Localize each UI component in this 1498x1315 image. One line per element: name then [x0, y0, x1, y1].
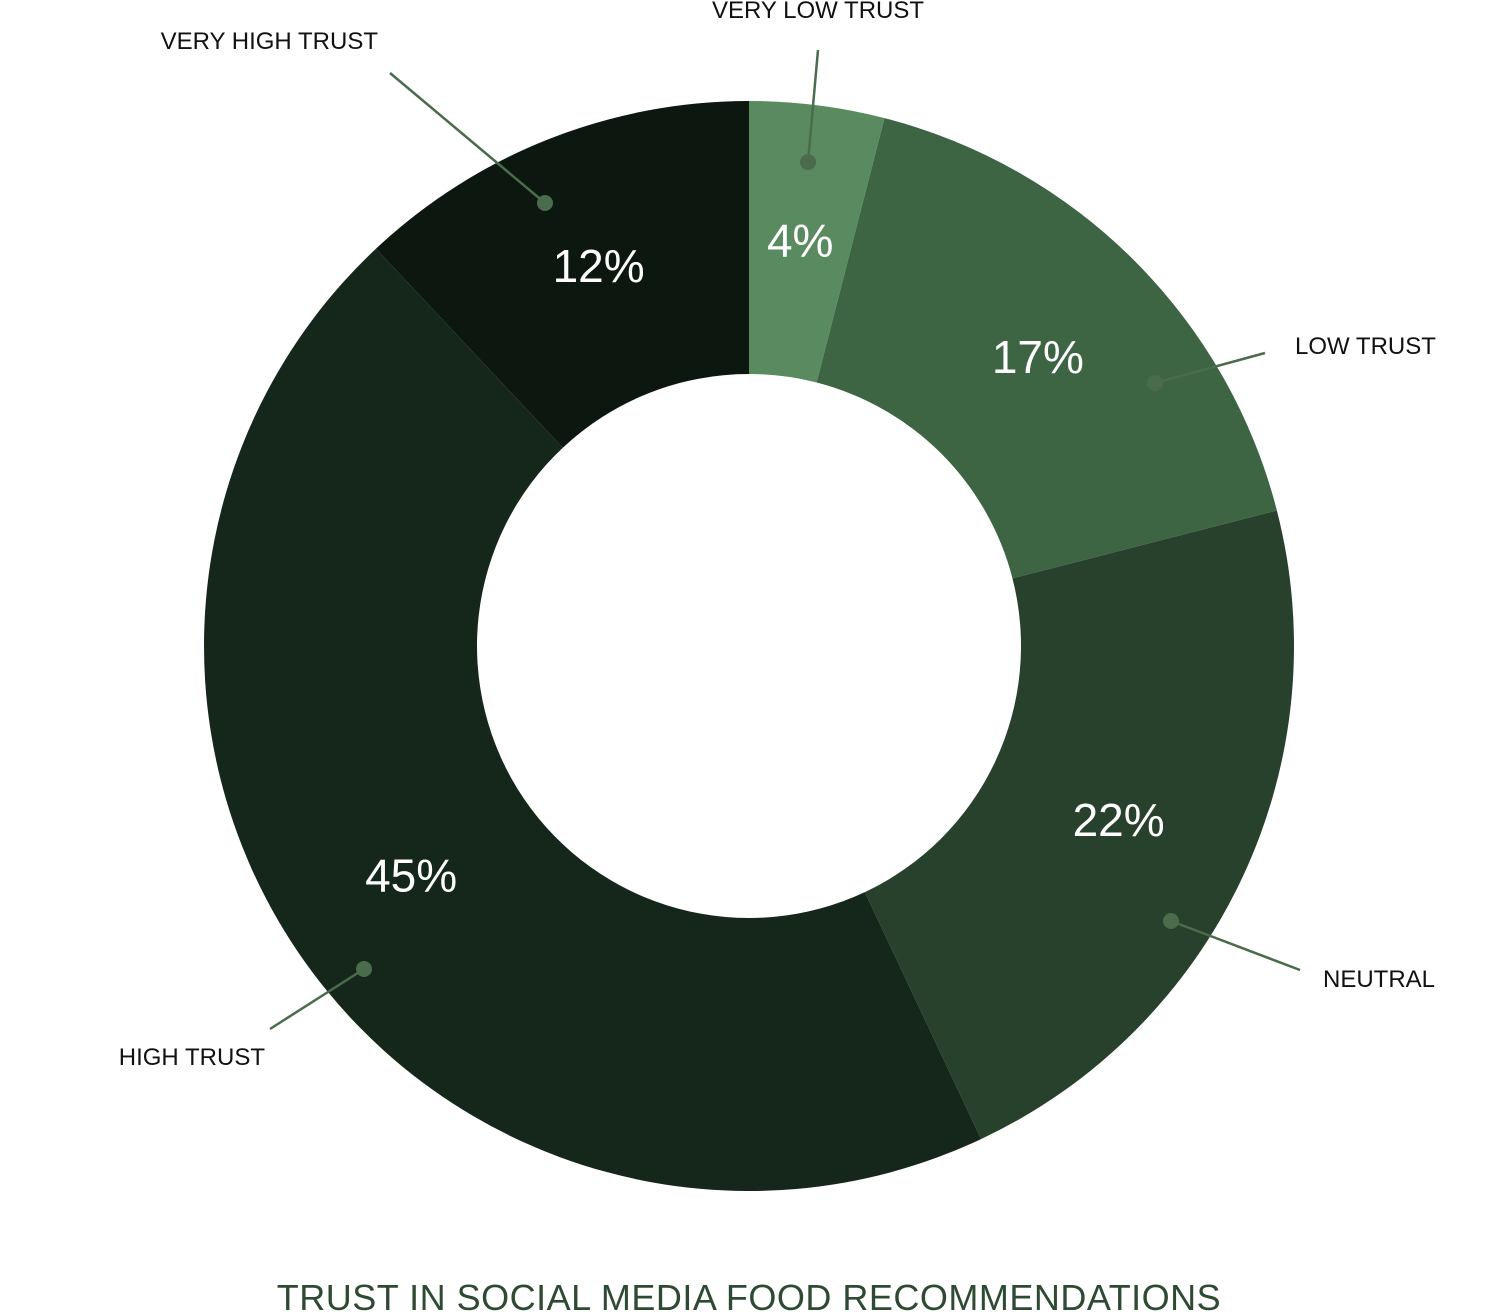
labels-group: 4% VERY LOW TRUST 17% LOW TRUST 22% NEUTRAL 45… — [119, 0, 1436, 1071]
leader-line-low-trust — [1154, 351, 1266, 385]
leader-dot-high-trust — [356, 961, 372, 977]
leader-line-very-low-trust — [806, 49, 820, 163]
category-label-very-high-trust: VERY HIGH TRUST — [161, 28, 379, 55]
leader-dot-very-low-trust — [800, 154, 816, 170]
value-label-very-low-trust: 4% — [767, 215, 833, 267]
value-label-high-trust: 45% — [365, 850, 457, 902]
leader-dot-very-high-trust — [537, 195, 553, 211]
chart-title: TRUST IN SOCIAL MEDIA FOOD RECOMMENDATIO… — [277, 1277, 1221, 1315]
leaders-group — [269, 49, 1301, 1031]
slice-very-high-trust — [375, 101, 749, 448]
leader-line-high-trust — [269, 967, 365, 1031]
slice-very-low-trust — [749, 101, 885, 383]
slice-high-trust — [203, 248, 982, 1191]
slice-neutral — [864, 510, 1294, 1140]
category-label-high-trust: HIGH TRUST — [119, 1044, 266, 1071]
leader-line-very-high-trust — [389, 72, 546, 204]
category-label-very-low-trust: VERY LOW TRUST — [712, 0, 924, 24]
slice-low-trust — [816, 118, 1277, 579]
category-label-low-trust: LOW TRUST — [1295, 333, 1436, 360]
category-label-neutral: NEUTRAL — [1323, 966, 1435, 993]
value-label-low-trust: 17% — [992, 331, 1084, 383]
leader-line-neutral — [1170, 919, 1301, 972]
value-label-very-high-trust: 12% — [553, 240, 645, 292]
leader-dot-neutral — [1163, 913, 1179, 929]
slices-group — [203, 101, 1294, 1191]
leader-dot-low-trust — [1147, 375, 1163, 391]
value-label-neutral: 22% — [1073, 794, 1165, 846]
